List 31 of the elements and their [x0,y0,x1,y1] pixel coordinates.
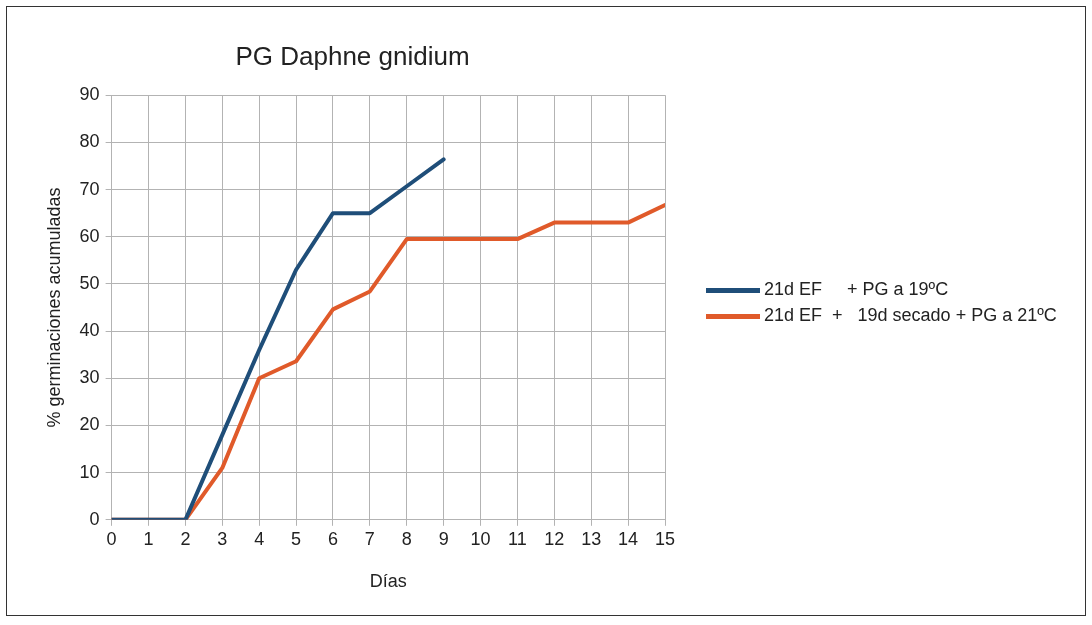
x-tick-label: 1 [143,528,154,549]
y-tick-label: 30 [79,367,100,388]
y-tick-label: 60 [79,225,100,246]
y-tick-label: 0 [89,508,100,529]
y-tick-label: 70 [79,178,100,199]
y-tick-label: 80 [79,131,100,152]
x-tick-label: 9 [438,528,449,549]
y-axis-title: % germinaciones acumuladas [43,187,64,428]
y-tick-label: 40 [79,320,100,341]
x-tick-label: 0 [106,528,117,549]
y-tick-label: 20 [79,414,100,435]
x-tick-label: 14 [618,528,639,549]
legend-label: 21d EF + 19d secado + PG a 21ºC [764,304,1057,326]
x-tick-label: 8 [401,528,412,549]
x-tick-label: 6 [327,528,338,549]
x-tick-label: 2 [180,528,191,549]
x-tick-label: 11 [508,528,527,549]
y-tick-label: 90 [79,84,100,105]
x-tick-label: 4 [254,528,265,549]
x-tick-label: 10 [470,528,491,549]
y-tick-label: 50 [79,272,100,293]
chart-title: PG Daphne gnidium [235,40,470,71]
x-tick-label: 3 [217,528,228,549]
legend-label: 21d EF + PG a 19ºC [764,278,949,300]
x-tick-label: 7 [364,528,375,549]
x-axis-title: Días [369,571,407,592]
x-tick-label: 15 [654,528,676,549]
x-tick-label: 12 [544,528,565,549]
y-tick-label: 10 [79,461,100,482]
x-tick-label: 13 [581,528,602,549]
x-tick-label: 5 [291,528,302,549]
